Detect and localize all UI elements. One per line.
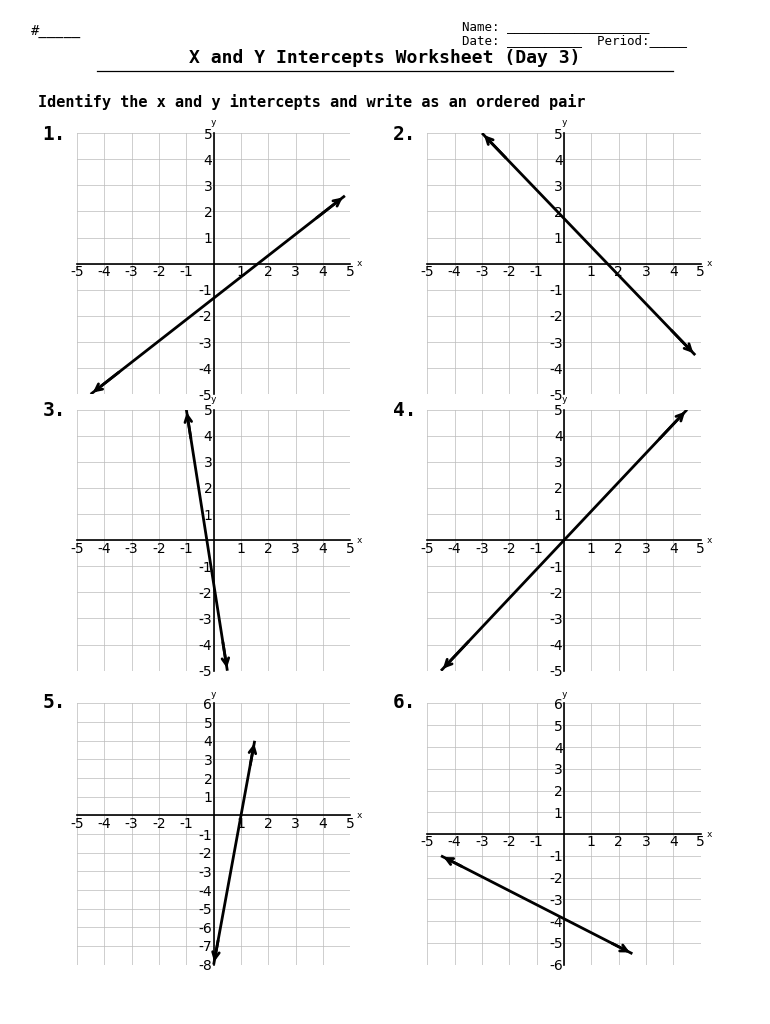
- Text: y: y: [561, 119, 567, 127]
- Text: Identify the x and y intercepts and write as an ordered pair: Identify the x and y intercepts and writ…: [38, 94, 586, 111]
- Text: x: x: [357, 536, 362, 545]
- Text: 3.: 3.: [42, 401, 66, 421]
- Text: 6.: 6.: [393, 693, 417, 713]
- Text: x: x: [357, 259, 362, 268]
- Text: x: x: [707, 259, 712, 268]
- Text: 2.: 2.: [393, 125, 417, 144]
- Text: y: y: [211, 690, 216, 699]
- Text: #_____: #_____: [31, 24, 81, 38]
- Text: X and Y Intercepts Worksheet (Day 3): X and Y Intercepts Worksheet (Day 3): [189, 49, 581, 67]
- Text: x: x: [357, 811, 362, 820]
- Text: y: y: [561, 395, 567, 403]
- Text: Date: __________  Period:_____: Date: __________ Period:_____: [462, 34, 687, 47]
- Text: 1.: 1.: [42, 125, 66, 144]
- Text: x: x: [707, 536, 712, 545]
- Text: 5.: 5.: [42, 693, 66, 713]
- Text: y: y: [561, 690, 567, 698]
- Text: y: y: [211, 119, 216, 127]
- Text: x: x: [707, 829, 712, 839]
- Text: Name: ___________________: Name: ___________________: [462, 20, 650, 34]
- Text: y: y: [211, 395, 216, 403]
- Text: 4.: 4.: [393, 401, 417, 421]
